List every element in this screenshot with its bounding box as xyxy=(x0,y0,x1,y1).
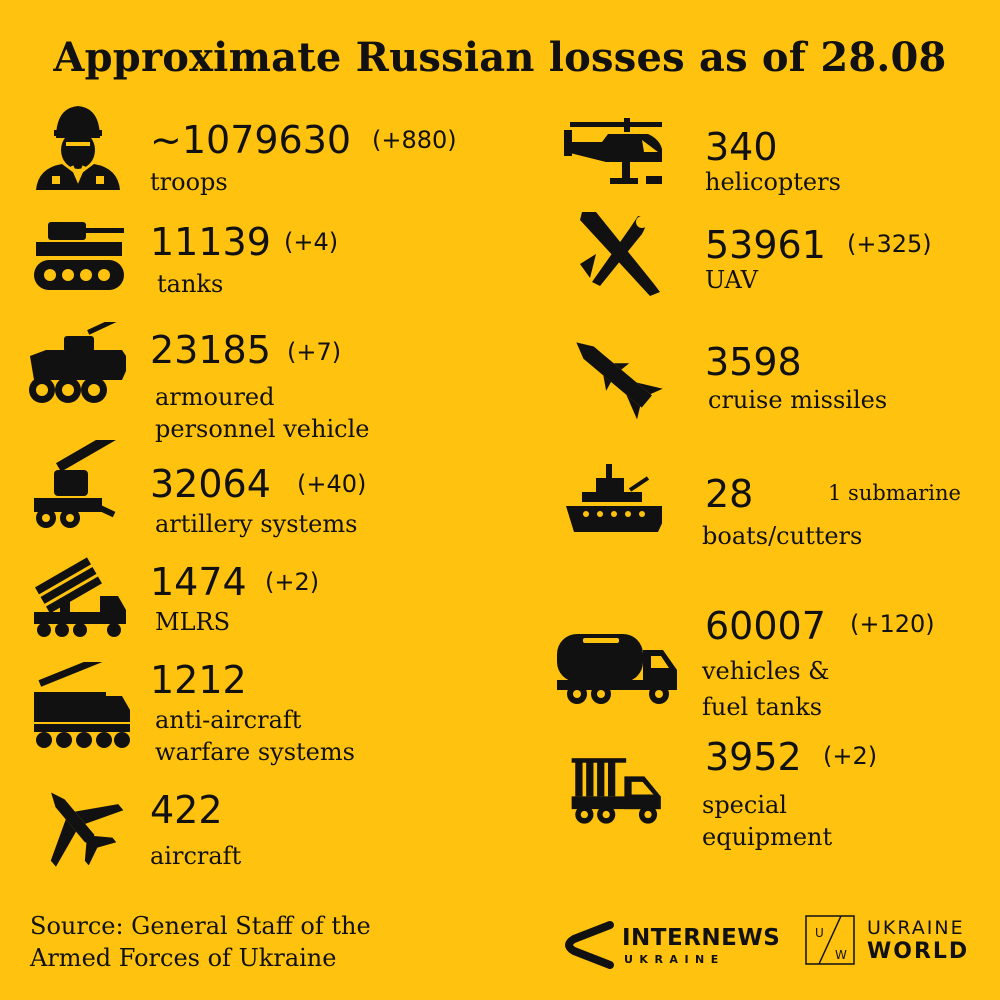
uav-icon xyxy=(570,208,670,298)
special-label-line1: special xyxy=(702,791,787,819)
uw-box-letter-u: U xyxy=(815,926,824,940)
boats-label: boats/cutters xyxy=(702,522,863,550)
artillery-icon xyxy=(30,428,130,530)
internews-mark-icon xyxy=(565,921,614,969)
internews-wordmark: INTERNEWS xyxy=(622,925,781,951)
boats-value: 28 xyxy=(705,472,754,516)
troops-label: troops xyxy=(150,168,228,196)
internews-subtitle: UKRAINE xyxy=(624,953,725,966)
cruise-missiles-label: cruise missiles xyxy=(708,386,888,414)
anti-aircraft-label-line2: warfare systems xyxy=(155,738,355,766)
helicopters-label: helicopters xyxy=(705,168,841,196)
source-line2: Armed Forces of Ukraine xyxy=(30,944,337,972)
artillery-label: artillery systems xyxy=(155,510,358,538)
tank-icon xyxy=(30,208,130,298)
tanks-value: 11139 xyxy=(150,220,271,264)
mlrs-label: MLRS xyxy=(155,608,231,636)
apv-value: 23185 xyxy=(150,328,271,372)
artillery-delta: (+40) xyxy=(297,470,367,498)
ukraine-world-mark-icon: U W xyxy=(805,915,855,965)
ukraine-world-logo: U W UKRAINE WORLD xyxy=(805,915,975,970)
fuel-label-line2: fuel tanks xyxy=(702,693,823,721)
internews-logo: INTERNEWS UKRAINE xyxy=(560,915,780,975)
anti-aircraft-icon xyxy=(30,654,130,752)
anti-aircraft-label-line1: anti-aircraft xyxy=(155,706,302,734)
page-title: Approximate Russian losses as of 28.08 xyxy=(53,34,947,81)
source-line1: Source: General Staff of the xyxy=(30,912,371,940)
ukraine-world-line2: WORLD xyxy=(867,939,970,964)
helicopters-value: 340 xyxy=(705,125,778,169)
uav-label: UAV xyxy=(705,266,758,294)
cruise-missiles-value: 3598 xyxy=(705,340,802,384)
aircraft-value: 422 xyxy=(150,788,223,832)
aircraft-icon xyxy=(30,782,130,872)
troops-delta: (+880) xyxy=(372,126,457,154)
special-truck-icon xyxy=(568,745,668,835)
apv-label-line2: personnel vehicle xyxy=(155,415,370,443)
special-value: 3952 xyxy=(705,735,802,779)
troops-value: ~1079630 xyxy=(150,118,352,162)
fuel-value: 60007 xyxy=(705,604,826,648)
fuel-truck-icon xyxy=(555,620,680,710)
helicopter-icon xyxy=(562,112,668,202)
fuel-label-line1: vehicles & xyxy=(702,657,830,685)
mlrs-icon xyxy=(30,548,130,638)
aircraft-label: aircraft xyxy=(150,842,242,870)
mlrs-delta: (+2) xyxy=(265,568,320,596)
uw-box-letter-w: W xyxy=(835,948,847,962)
artillery-value: 32064 xyxy=(150,462,271,506)
uav-value: 53961 xyxy=(705,223,826,267)
ukraine-world-line1: UKRAINE xyxy=(867,917,965,939)
boats-note: 1 submarine xyxy=(828,481,961,505)
anti-aircraft-value: 1212 xyxy=(150,658,247,702)
uav-delta: (+325) xyxy=(847,230,932,258)
mlrs-value: 1474 xyxy=(150,560,247,604)
fuel-delta: (+120) xyxy=(850,610,935,638)
tanks-label: tanks xyxy=(157,270,224,298)
ship-icon xyxy=(562,462,670,552)
apv-delta: (+7) xyxy=(287,338,342,366)
source-note: Source: General Staff of the Armed Force… xyxy=(30,910,371,974)
special-delta: (+2) xyxy=(823,742,878,770)
cruise-missile-icon xyxy=(570,334,670,424)
soldier-icon xyxy=(28,100,128,190)
armoured-vehicle-icon xyxy=(26,315,130,412)
apv-label-line1: armoured xyxy=(155,383,275,411)
special-label-line2: equipment xyxy=(702,823,833,851)
tanks-delta: (+4) xyxy=(284,228,339,256)
